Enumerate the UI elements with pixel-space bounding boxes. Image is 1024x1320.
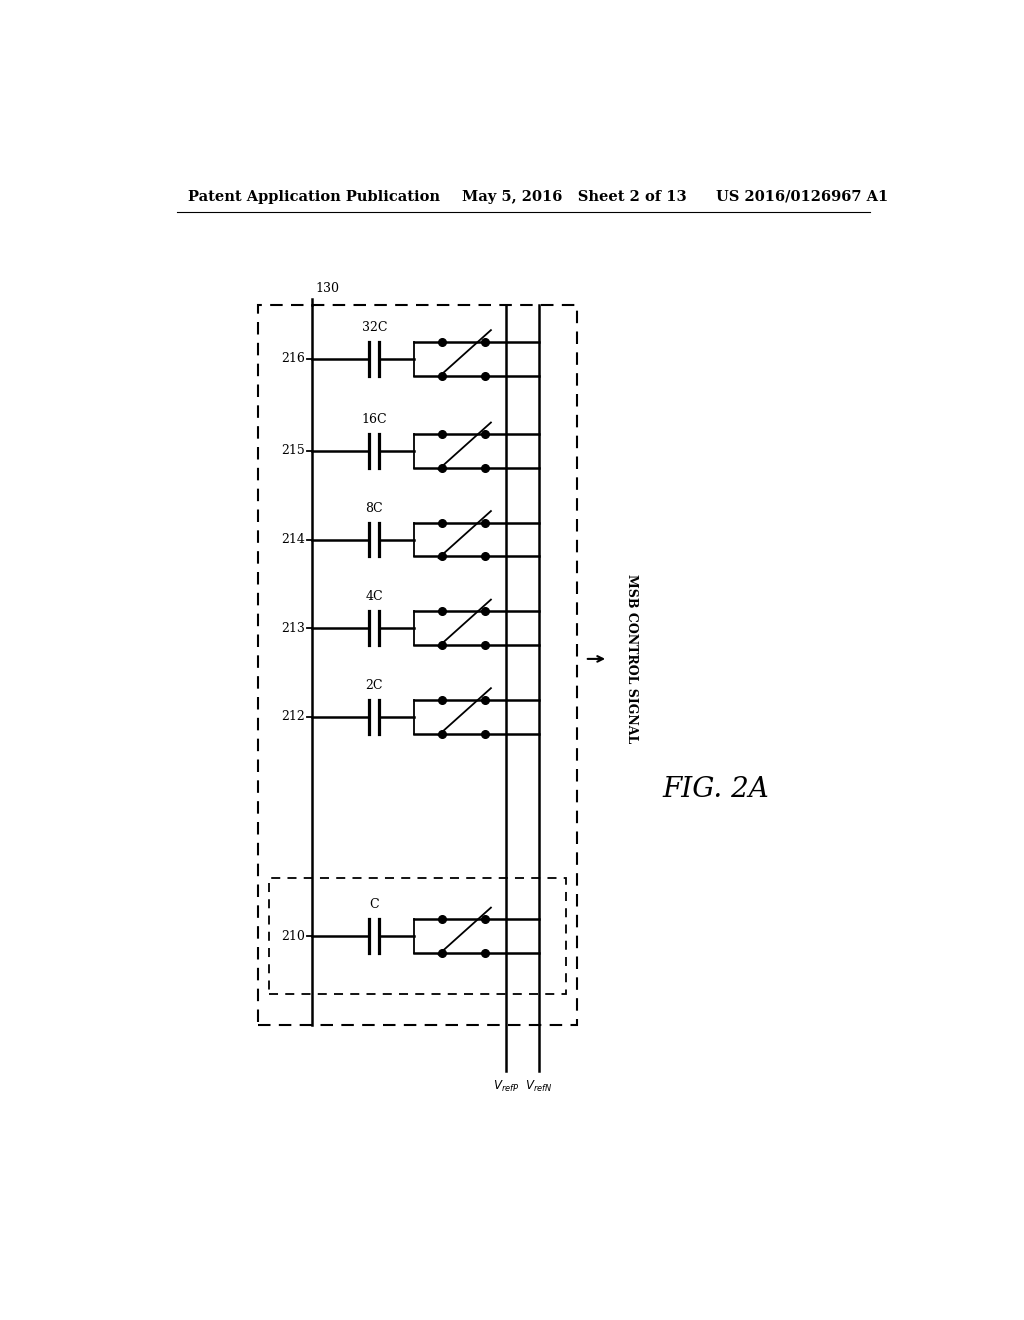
Text: May 5, 2016   Sheet 2 of 13: May 5, 2016 Sheet 2 of 13 (462, 190, 686, 203)
Text: 210: 210 (282, 929, 305, 942)
Text: 213: 213 (282, 622, 305, 635)
Text: US 2016/0126967 A1: US 2016/0126967 A1 (716, 190, 888, 203)
Text: $V_{refP}$: $V_{refP}$ (494, 1078, 519, 1094)
Bar (258, 305, 578, 1024)
Text: 16C: 16C (361, 413, 387, 426)
Text: 32C: 32C (361, 321, 387, 334)
Text: 4C: 4C (366, 590, 383, 603)
Text: C: C (370, 899, 379, 911)
Text: MSB CONTROL SIGNAL: MSB CONTROL SIGNAL (625, 574, 638, 743)
Text: 215: 215 (282, 445, 305, 458)
Text: 214: 214 (282, 533, 305, 546)
Text: 216: 216 (282, 352, 305, 366)
Bar (269, 878, 565, 994)
Text: 130: 130 (315, 282, 339, 296)
Text: FIG. 2A: FIG. 2A (663, 776, 769, 804)
Text: 2C: 2C (366, 678, 383, 692)
Text: Patent Application Publication: Patent Application Publication (188, 190, 440, 203)
Text: 212: 212 (282, 710, 305, 723)
Text: $V_{refN}$: $V_{refN}$ (525, 1078, 552, 1094)
Text: 8C: 8C (366, 502, 383, 515)
